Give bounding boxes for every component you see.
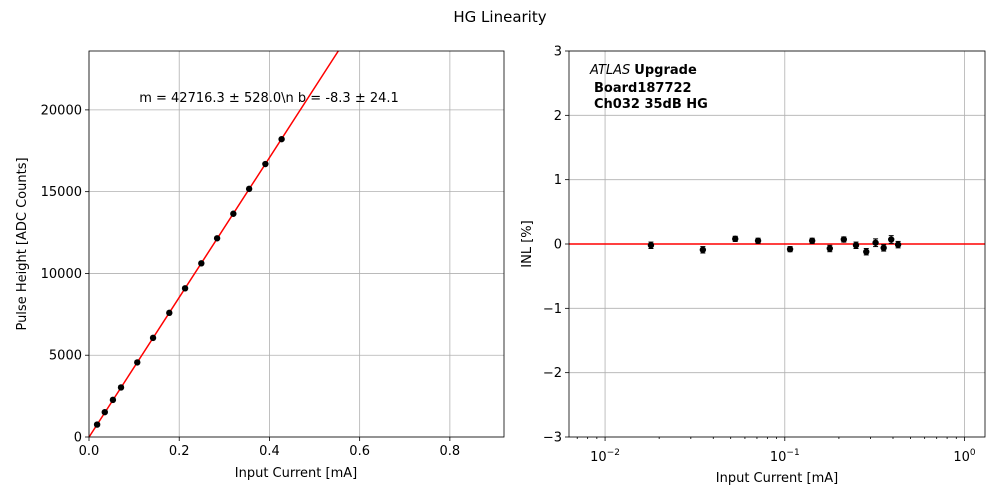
fit-parameters-annotation: m = 42716.3 ± 528.0\n b = -8.3 ± 24.1	[139, 91, 399, 106]
inl-x-tick-label: 100	[953, 448, 976, 465]
data-point	[117, 384, 125, 391]
inl-x-tick-label: 10−1	[770, 448, 800, 465]
data-point	[198, 260, 205, 267]
inl-data-point	[699, 246, 707, 253]
inl-y-tick-label: 0	[554, 238, 562, 253]
linearity-y-tick-label: 20000	[41, 103, 82, 118]
inl-data-point	[863, 248, 870, 255]
data-point	[149, 334, 157, 342]
data-point	[166, 309, 173, 317]
data-point	[245, 185, 253, 193]
linearity-x-axis-label: Input Current [mA]	[235, 466, 357, 481]
inl-y-tick-label: −2	[543, 366, 562, 381]
data-point	[262, 160, 269, 168]
inl-data-point	[840, 236, 848, 243]
atlas-label: ATLAS	[589, 63, 630, 78]
linearity-x-tick-label: 0.6	[349, 444, 370, 459]
data-point	[181, 285, 189, 292]
linearity-plot: 0.0 0.2 0.4 0.6 0.8 0 5000 10000 15000 20000 m = …	[15, 50, 505, 481]
inl-data-point	[872, 239, 879, 246]
upgrade-label: Upgrade	[634, 63, 697, 78]
channel-label: Ch032 35dB HG	[594, 97, 708, 112]
data-point	[109, 396, 117, 404]
figure-title: HG Linearity	[453, 8, 546, 26]
inl-data-point	[732, 235, 739, 243]
inl-data-point	[880, 244, 887, 252]
data-point	[278, 135, 285, 143]
linearity-x-tick-label: 0.2	[169, 444, 190, 459]
atlas-upgrade-label: ATLAS Upgrade	[589, 63, 697, 78]
linearity-y-axis-label: Pulse Height [ADC Counts]	[15, 157, 30, 330]
inl-data-point	[808, 237, 816, 244]
inl-y-tick-label: 3	[554, 45, 562, 60]
inl-y-tick-label: 2	[554, 109, 562, 124]
linearity-x-tick-label: 0.4	[259, 444, 280, 459]
linearity-x-tick-label: 0.8	[440, 444, 461, 459]
inl-x-axis-label: Input Current [mA]	[716, 471, 838, 486]
inl-y-axis-label: INL [%]	[520, 220, 535, 267]
inl-data-point	[826, 245, 834, 252]
inl-data-point	[894, 241, 902, 248]
linearity-y-tick-label: 15000	[41, 185, 82, 200]
inl-data-point	[754, 237, 762, 244]
linearity-x-tick-label: 0.0	[79, 444, 100, 459]
linearity-y-tick-label: 0	[74, 431, 82, 446]
data-point	[230, 210, 237, 217]
inl-y-tick-label: −1	[543, 302, 562, 317]
data-point	[93, 421, 101, 428]
data-point	[101, 408, 108, 416]
linearity-y-tick-label: 10000	[41, 267, 82, 282]
linearity-y-tick-label: 5000	[49, 349, 82, 364]
linearity-plot-frame	[88, 50, 505, 438]
fit-line	[88, 50, 340, 438]
inl-plot: 10−2 10−1 100 −3 −2 −1 0 1 2 3 ATLAS Upgrade Board…	[520, 45, 986, 486]
inl-data-point	[888, 236, 895, 243]
inl-y-tick-label: −3	[543, 431, 562, 446]
data-point	[134, 359, 141, 366]
inl-data-point	[786, 245, 794, 253]
data-point	[213, 235, 221, 242]
inl-x-tick-label: 10−2	[590, 448, 620, 465]
inl-y-tick-label: 1	[554, 173, 562, 188]
inl-data-point	[852, 242, 860, 249]
board-label: Board187722	[594, 81, 692, 96]
inl-data-point	[647, 242, 655, 249]
